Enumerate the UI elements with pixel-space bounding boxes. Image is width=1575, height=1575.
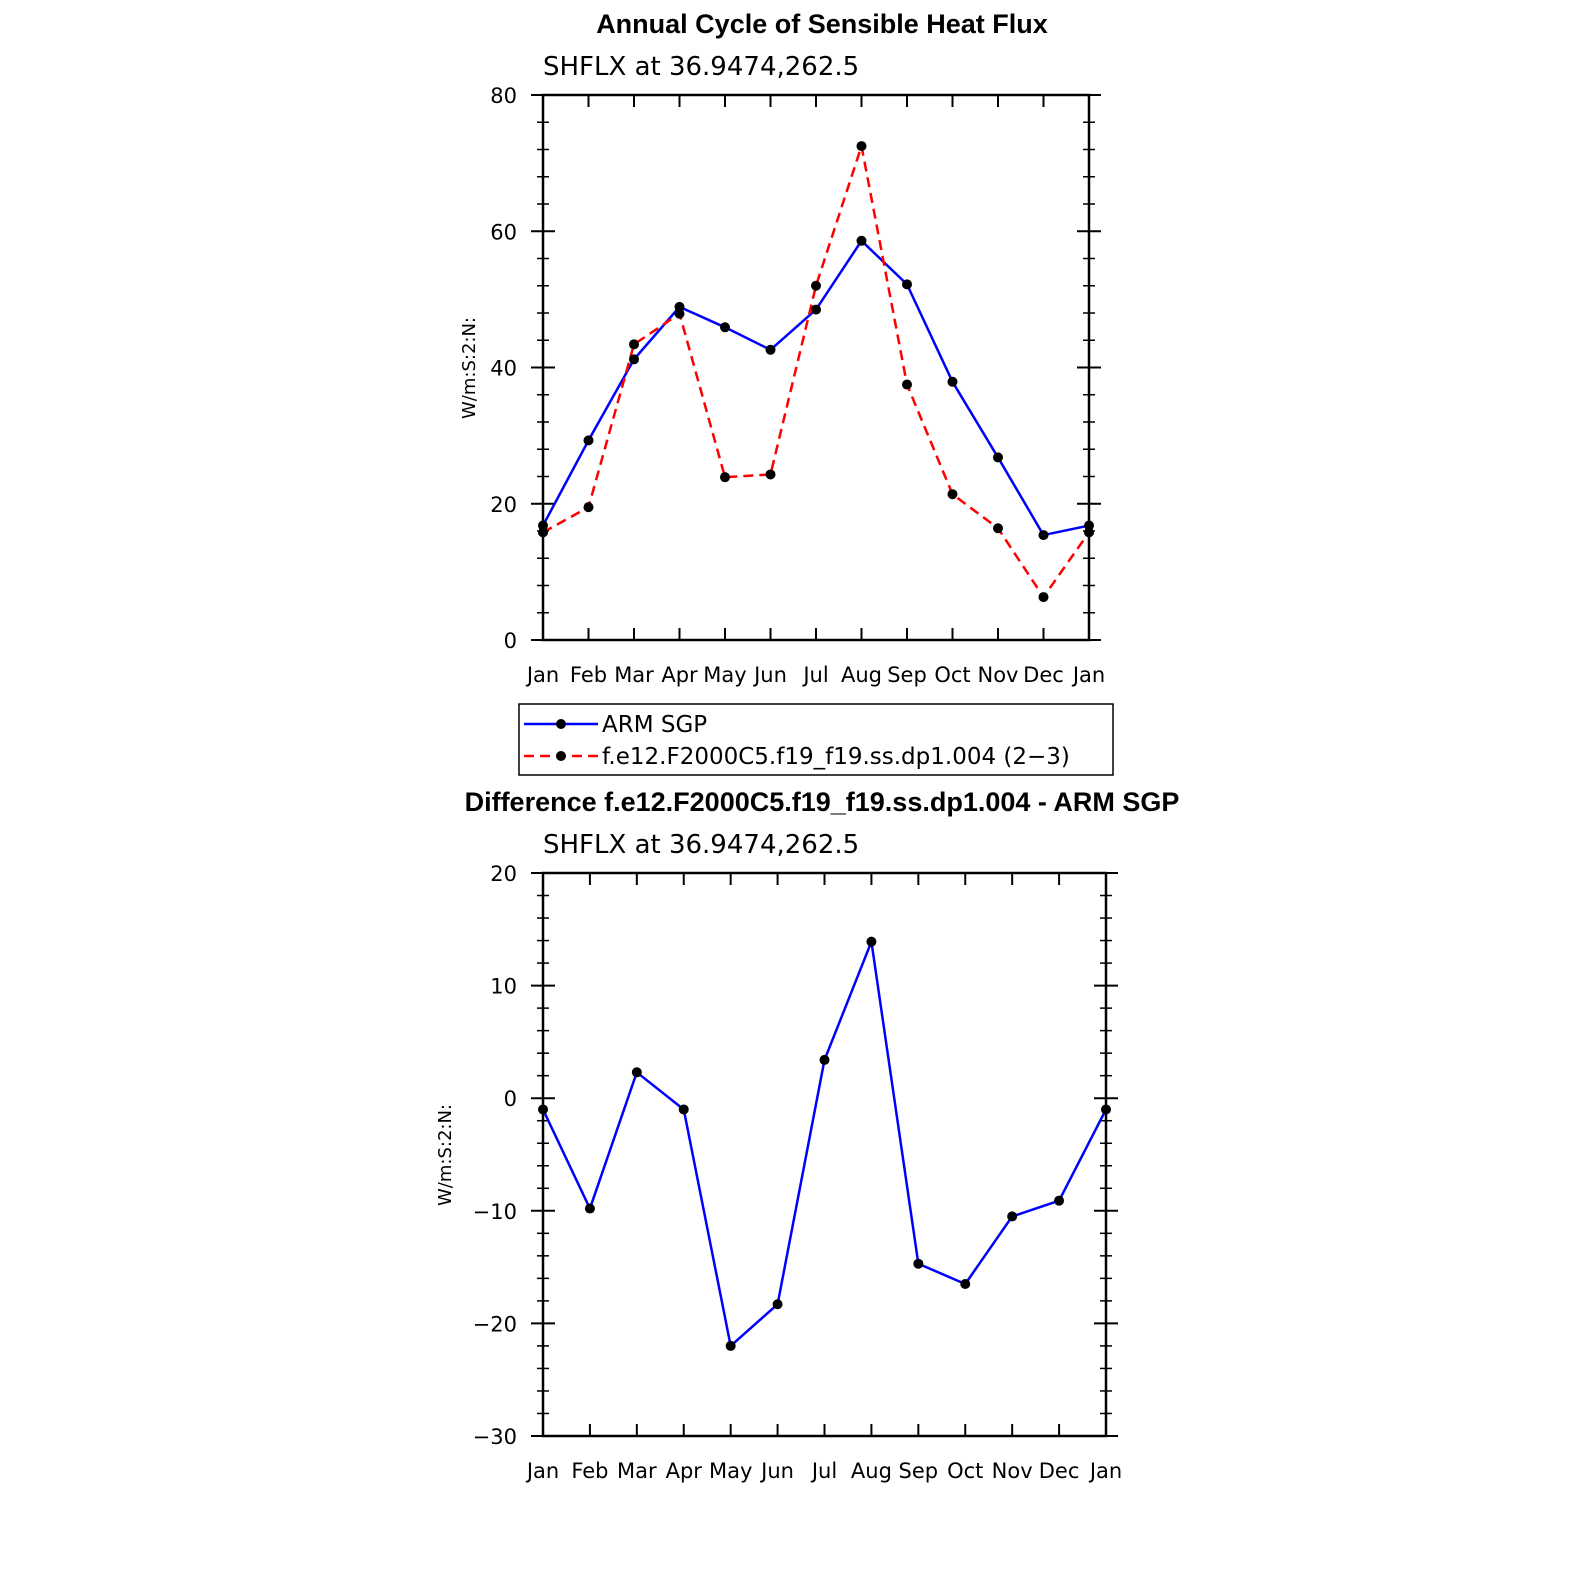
data-point [631, 1067, 642, 1078]
legend-label-arm-sgp: ARM SGP [602, 712, 707, 738]
x-tick-label: Nov [978, 663, 1019, 687]
data-point [1007, 1211, 1018, 1222]
legend-label-model: f.e12.F2000C5.f19_f19.ss.dp1.004 (2−3) [602, 744, 1070, 770]
y-tick-label: −20 [473, 1312, 517, 1336]
x-tick-label: Dec [1023, 663, 1064, 687]
series-line-0 [541, 940, 1108, 1348]
x-tick-label: Nov [992, 1459, 1033, 1483]
data-point [902, 279, 912, 290]
x-tick-label: Aug [841, 663, 882, 687]
y-tick-label: 80 [490, 84, 517, 108]
data-point [765, 344, 776, 355]
x-tick-label: Oct [947, 1459, 983, 1483]
x-tick-label: Feb [571, 1459, 608, 1483]
y-axis-label: W/m:S:2:N: [459, 317, 480, 419]
legend-box [518, 703, 1114, 776]
x-tick-label: May [703, 663, 746, 687]
y-tick-label: −30 [473, 1425, 517, 1449]
chart-title: Difference f.e12.F2000C5.f19_f19.ss.dp1.… [465, 787, 1180, 817]
x-tick-label: Sep [887, 663, 927, 687]
y-axis-label: W/m:S:2:N: [435, 1104, 456, 1206]
data-point [993, 452, 1003, 463]
x-tick-label: Jun [759, 1459, 794, 1483]
x-tick-label: Mar [617, 1459, 657, 1483]
data-point [902, 379, 912, 390]
legend-marker-arm-sgp [556, 719, 566, 729]
data-point [856, 141, 867, 152]
x-tick-label: Mar [614, 663, 654, 687]
data-point [811, 280, 821, 291]
y-tick-label: −10 [473, 1200, 517, 1224]
chart-subtitle: SHFLX at 36.9474,262.5 [543, 830, 859, 860]
data-point [947, 489, 958, 500]
x-tick-label: Jan [525, 1459, 559, 1483]
data-point [678, 1104, 689, 1115]
x-tick-label: May [709, 1459, 752, 1483]
data-point [1054, 1195, 1065, 1206]
y-tick-label: 0 [504, 629, 517, 653]
y-tick-label: 60 [490, 220, 517, 244]
x-tick-label: Jan [525, 663, 559, 687]
data-point [811, 304, 821, 315]
data-point [538, 527, 548, 538]
y-tick-label: 0 [504, 1087, 517, 1111]
data-point [720, 472, 730, 483]
x-tick-label: Oct [934, 663, 970, 687]
chart-title: Annual Cycle of Sensible Heat Flux [596, 9, 1048, 39]
data-point [947, 376, 958, 387]
data-point [960, 1278, 971, 1289]
data-point [1101, 1104, 1111, 1115]
y-tick-label: 10 [490, 975, 517, 999]
x-tick-label: Jan [1088, 1459, 1122, 1483]
legend: ARM SGP f.e12.F2000C5.f19_f19.ss.dp1.004… [518, 703, 1114, 776]
data-point [993, 523, 1003, 534]
difference-chart: Difference f.e12.F2000C5.f19_f19.ss.dp1.… [435, 787, 1179, 1483]
x-tick-label: Jan [1071, 663, 1105, 687]
x-tick-label: Apr [666, 1459, 703, 1483]
x-tick-label: Feb [570, 663, 607, 687]
x-tick-label: Jun [752, 663, 787, 687]
data-point [765, 469, 776, 480]
data-point [629, 339, 639, 350]
data-point [629, 354, 639, 365]
chart-subtitle: SHFLX at 36.9474,262.5 [543, 52, 859, 82]
data-point [913, 1258, 924, 1269]
x-tick-label: Jul [801, 663, 828, 687]
data-point [819, 1054, 830, 1065]
data-point [772, 1299, 783, 1310]
series-line-1 [542, 144, 1091, 599]
data-point [725, 1340, 736, 1351]
data-point [1084, 527, 1094, 538]
plot-frame [541, 871, 1108, 1438]
x-tick-label: Jul [810, 1459, 837, 1483]
y-tick-label: 20 [490, 493, 517, 517]
annual-cycle-chart: Annual Cycle of Sensible Heat Flux SHFLX… [459, 9, 1105, 687]
data-point [674, 308, 685, 319]
x-tick-label: Aug [851, 1459, 892, 1483]
data-point [1038, 530, 1049, 541]
x-tick-label: Apr [661, 663, 698, 687]
x-tick-label: Sep [899, 1459, 939, 1483]
legend-marker-model [556, 751, 566, 761]
plot-frame [541, 93, 1091, 642]
data-point [583, 502, 594, 513]
y-tick-label: 20 [490, 862, 517, 886]
data-point [1038, 592, 1049, 603]
y-tick-label: 40 [490, 357, 517, 381]
data-point [720, 322, 730, 333]
data-point [584, 1203, 595, 1214]
data-point [583, 435, 594, 446]
x-tick-label: Dec [1039, 1459, 1080, 1483]
data-point [856, 235, 867, 246]
data-point [866, 936, 877, 947]
data-point [538, 1104, 548, 1115]
